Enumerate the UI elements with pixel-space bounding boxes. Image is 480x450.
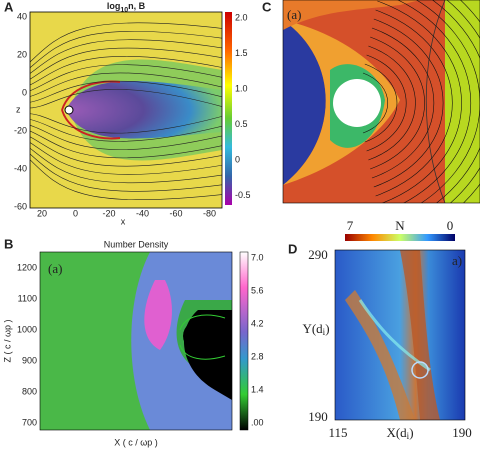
- field-line: [30, 153, 222, 192]
- field-line: [30, 89, 222, 109]
- field-line: [30, 113, 222, 134]
- y-axis-label: Y(di): [302, 321, 329, 337]
- field-line: [30, 142, 222, 175]
- field-line: [362, 72, 388, 134]
- x-tick-label: -60: [169, 208, 182, 218]
- y-tick-label: 290: [308, 247, 328, 262]
- field-line: [366, 54, 407, 152]
- y-tick-label: 1000: [17, 324, 37, 334]
- plot-image: [30, 12, 222, 208]
- inset-label: (a): [48, 261, 62, 276]
- panel-label: B: [4, 236, 13, 251]
- plot-image: [335, 250, 465, 420]
- panel-label: A: [4, 0, 14, 14]
- field-line: [368, 45, 416, 161]
- inset-label: (a): [287, 7, 301, 22]
- field-line: [30, 130, 222, 159]
- x-tick-label: -80: [203, 208, 216, 218]
- colorbar-tick-label: 2.8: [251, 351, 264, 361]
- panel-label: D: [288, 241, 297, 256]
- colorbar-tick-label: 1.4: [251, 384, 264, 394]
- y-tick-label: 900: [22, 355, 37, 365]
- colorbar-label: N: [395, 218, 405, 233]
- y-tick-label: 0: [22, 87, 27, 97]
- field-line: [364, 63, 398, 143]
- field-line: [431, 0, 480, 203]
- field-line: [30, 72, 222, 97]
- field-line: [370, 36, 425, 170]
- field-line: [30, 30, 222, 68]
- plot-image: [40, 252, 232, 430]
- inset-label: a): [452, 253, 462, 268]
- y-tick-label: -60: [14, 201, 27, 211]
- x-tick-label: 190: [452, 425, 472, 440]
- colorbar-tick-label: 0: [235, 154, 240, 164]
- field-line: [30, 64, 222, 92]
- field-line: [30, 124, 222, 150]
- field-line: [30, 119, 222, 142]
- panel-label: C: [262, 0, 272, 14]
- y-tick-label: -40: [14, 163, 27, 173]
- colorbar-tick-label: 2.0: [235, 12, 248, 22]
- colorbar-tick-label: 1.5: [235, 48, 248, 58]
- field-line: [30, 148, 222, 184]
- x-tick-label: 0: [73, 208, 78, 218]
- field-line: [30, 22, 222, 63]
- colorbar-tick-label: 1.0: [235, 83, 248, 93]
- panel-a: A log10n, B z x: [4, 0, 232, 226]
- panel-title: Number Density: [104, 239, 169, 249]
- y-tick-label: 40: [17, 11, 27, 21]
- field-line: [371, 27, 434, 179]
- colorbar-tick-label: 7.0: [251, 252, 264, 262]
- colorbar-tick-label: 0.5: [235, 119, 248, 129]
- field-line: [30, 56, 222, 86]
- panel-b: B Number Density (a) X ( c / ωp ) Z ( c …: [2, 236, 249, 447]
- y-tick-label: 1100: [18, 293, 37, 303]
- x-axis-label: X(di): [386, 425, 413, 441]
- panel-d: D 7 N 0 a) 290 190 115 190 Y(di) X(di): [288, 218, 472, 441]
- colorbar-tick-label: -0.5: [235, 190, 251, 200]
- x-axis-label: X ( c / ωp ): [114, 437, 158, 447]
- y-tick-label: 1200: [17, 262, 37, 272]
- panel-c: C (a): [262, 0, 480, 204]
- y-axis-label: z: [16, 104, 21, 114]
- colorbar-label: 0: [447, 218, 454, 233]
- field-line: [373, 18, 444, 188]
- colorbar-tick-label: 5.6: [251, 285, 264, 295]
- field-line: [30, 159, 222, 200]
- field-line: [30, 39, 222, 74]
- panel-title: log10n, B: [107, 1, 146, 13]
- field-line: [30, 47, 222, 80]
- y-tick-label: 190: [308, 409, 328, 424]
- x-tick-label: 115: [328, 425, 347, 440]
- colorbar-tick-label: 4.2: [251, 318, 264, 328]
- x-tick-label: 20: [37, 208, 47, 218]
- x-tick-label: -20: [102, 208, 115, 218]
- field-line: [30, 80, 222, 103]
- colorbar-tick-label: .00: [251, 417, 264, 427]
- y-tick-label: -20: [14, 125, 27, 135]
- y-tick-label: 800: [22, 386, 37, 396]
- field-line: [30, 136, 222, 167]
- colorbar-label: 7: [347, 218, 354, 233]
- y-tick-label: 20: [17, 49, 27, 59]
- x-tick-label: -40: [136, 208, 149, 218]
- x-axis-label: x: [121, 216, 126, 226]
- y-axis-label: Z ( c / ωp ): [2, 319, 12, 362]
- plot-image: [283, 0, 480, 203]
- y-tick-label: 700: [22, 417, 37, 427]
